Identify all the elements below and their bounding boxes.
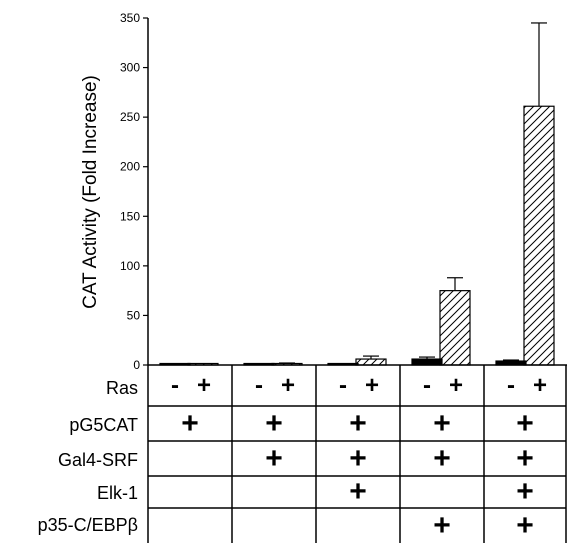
bar-plus-2 xyxy=(271,362,303,366)
ras-plus-5: + xyxy=(533,372,547,399)
ras-minus-5: - xyxy=(507,372,515,399)
row-label-ras: Ras xyxy=(106,378,138,398)
mark-row1-col4: + xyxy=(433,407,451,440)
mark-row2-col5: + xyxy=(516,442,534,475)
y-tick-label: 300 xyxy=(120,61,140,75)
bar-series xyxy=(159,22,555,366)
mark-row1-col3: + xyxy=(349,407,367,440)
y-tick-label: 250 xyxy=(120,110,140,124)
row-label-gal4-srf: Gal4-SRF xyxy=(58,450,138,470)
row-label-pg5cat: pG5CAT xyxy=(69,415,138,435)
bar-minus-2 xyxy=(243,362,275,366)
mark-row1-col5: + xyxy=(516,407,534,440)
y-tick-label: 150 xyxy=(120,209,140,223)
mark-row1-col1: + xyxy=(181,407,199,440)
ras-minus-3: - xyxy=(339,372,347,399)
y-tick-label: 350 xyxy=(120,11,140,25)
ras-plus-3: + xyxy=(365,372,379,399)
condition-marks: + + + + ++ + + ++ ++ + xyxy=(181,407,534,542)
mark-row3-col5: + xyxy=(516,475,534,508)
mark-row2-col2: + xyxy=(265,442,283,475)
row-label-p35-cebpb: p35-C/EBPβ xyxy=(38,515,138,535)
bar-minus-3 xyxy=(327,362,359,366)
bar-plus-5 xyxy=(523,105,555,366)
bar-plus-4 xyxy=(439,290,471,366)
ras-plus-1: + xyxy=(197,372,211,399)
y-axis-title: CAT Activity (Fold Increase) xyxy=(80,75,101,309)
mark-row4-col5: + xyxy=(516,509,534,542)
ras-row-signs: - + - + - + - + - + xyxy=(171,372,547,399)
bar-plus-3 xyxy=(355,358,387,366)
mark-row2-col4: + xyxy=(433,442,451,475)
y-tick-label: 50 xyxy=(127,308,141,322)
mark-row4-col4: + xyxy=(433,509,451,542)
mark-row2-col3: + xyxy=(349,442,367,475)
bar-minus-4 xyxy=(411,358,443,366)
ras-minus-2: - xyxy=(255,372,263,399)
y-tick-label: 200 xyxy=(120,160,140,174)
ras-minus-1: - xyxy=(171,372,179,399)
bar-minus-1 xyxy=(159,362,191,366)
y-axis-ticks: 0 50 100 150 200 250 300 350 xyxy=(120,11,148,372)
ras-plus-4: + xyxy=(449,372,463,399)
row-label-elk-1: Elk-1 xyxy=(97,483,138,503)
y-tick-label: 0 xyxy=(133,358,140,372)
bar-minus-5 xyxy=(495,360,527,366)
condition-table-grid xyxy=(147,365,567,543)
y-tick-label: 100 xyxy=(120,259,140,273)
mark-row3-col3: + xyxy=(349,475,367,508)
ras-minus-4: - xyxy=(423,372,431,399)
bar-plus-1 xyxy=(187,362,219,366)
mark-row1-col2: + xyxy=(265,407,283,440)
ras-plus-2: + xyxy=(281,372,295,399)
